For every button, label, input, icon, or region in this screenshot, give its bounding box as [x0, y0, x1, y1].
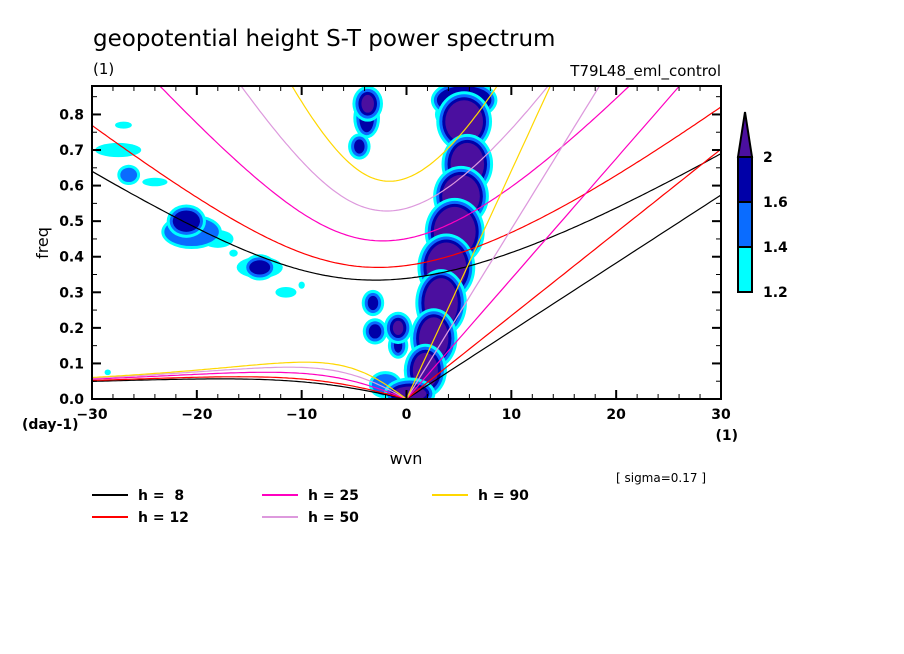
colorbar-extension: [736, 111, 754, 158]
er-n1-curve: [92, 378, 407, 399]
er-n1-curve: [92, 361, 407, 399]
y-tick-label: 0.4: [59, 250, 84, 266]
experiment-label: T79L48_eml_control: [569, 62, 721, 81]
ig-n1-curve: [158, 86, 631, 242]
sigma-note: [ sigma=0.17 ]: [616, 471, 706, 485]
er-n1-curve: [92, 366, 407, 399]
kelvin-curve: [406, 148, 721, 399]
y-tick-label: 0.7: [59, 143, 84, 159]
x-tick-label: −30: [76, 407, 107, 423]
x-tick-label: 30: [711, 407, 731, 423]
x-tick-label: 20: [606, 407, 626, 423]
legend: h = 8 h = 12 h = 25 h = 50 h = 90: [92, 488, 529, 526]
contour-region-level-2: [361, 94, 375, 113]
legend-label: h = 50: [308, 510, 359, 526]
contour-region-level-1-6: [354, 139, 365, 154]
legend-label: h = 12: [138, 510, 189, 526]
legend-label: h = 25: [308, 488, 359, 504]
significance-contours: [95, 86, 498, 399]
dispersion-curves: [92, 86, 721, 399]
colorbar-label: 1.6: [763, 195, 788, 211]
y-tick-label: 0.0: [59, 392, 84, 408]
contour-region-level-1-4: [120, 167, 138, 183]
contour-region-level-1-2: [142, 177, 168, 187]
kelvin-curve: [406, 86, 681, 399]
contour-region-level-1-6: [368, 324, 382, 339]
units-label: (1): [93, 60, 114, 78]
contour-region-level-1-2: [298, 281, 305, 289]
x-tick-label: 0: [402, 407, 412, 423]
chart-title: geopotential height S-T power spectrum: [93, 26, 555, 52]
er-n1-curve: [92, 371, 407, 399]
colorbar: 2 1.6 1.4 1.2: [736, 111, 788, 301]
ig-n1-curve: [240, 86, 549, 212]
legend-label: h = 8: [138, 488, 184, 504]
contour-region-level-1-2: [95, 142, 142, 158]
x-units-label: (1): [715, 428, 738, 444]
x-axis-label: wvn: [390, 449, 423, 468]
kelvin-curve: [405, 86, 552, 399]
colorbar-label: 1.4: [763, 240, 788, 256]
contour-region-level-1-6: [172, 210, 200, 232]
kelvin-curve: [405, 86, 601, 399]
ig-n1-curve: [92, 106, 721, 268]
colorbar-segment: [737, 246, 753, 293]
x-tick-label: −10: [286, 407, 317, 423]
contour-region-level-1-2: [104, 369, 111, 376]
y-tick-label: 0.5: [59, 214, 84, 230]
contour-region-level-1-6: [249, 260, 271, 275]
plot-frame: [91, 85, 722, 400]
plot-axes: −30 −20 −10 0 10 20 30 0.0 0.1 0.2 0.3 0.4 0.5 0.6 0.7…: [59, 86, 731, 423]
y-units-label: (day-1): [22, 417, 79, 433]
x-tick-label: 10: [502, 407, 522, 423]
x-tick-label: −20: [181, 407, 212, 423]
colorbar-label: 2: [763, 150, 773, 166]
contour-region-level-1-2: [275, 286, 297, 298]
contour-region-level-2: [392, 320, 404, 335]
y-tick-label: 0.3: [59, 285, 84, 301]
y-tick-label: 0.1: [59, 356, 84, 372]
legend-label: h = 90: [478, 488, 529, 504]
colorbar-segment: [737, 156, 753, 203]
ig-n1-curve: [291, 86, 498, 182]
colorbar-label: 1.2: [763, 285, 788, 301]
ig-n1-curve: [92, 153, 721, 281]
contour-region-level-1-2: [115, 121, 132, 129]
contour-region-level-1-6: [367, 295, 379, 311]
contour-region-level-2: [445, 100, 484, 143]
colorbar-segment: [737, 201, 753, 248]
er-n1-curve: [92, 376, 407, 399]
y-axis-label: freq: [33, 227, 52, 259]
contour-region-level-1-2: [229, 249, 238, 257]
kelvin-curve: [406, 194, 721, 399]
y-tick-label: 0.8: [59, 107, 84, 123]
y-tick-label: 0.6: [59, 179, 84, 195]
y-tick-label: 0.2: [59, 321, 84, 337]
